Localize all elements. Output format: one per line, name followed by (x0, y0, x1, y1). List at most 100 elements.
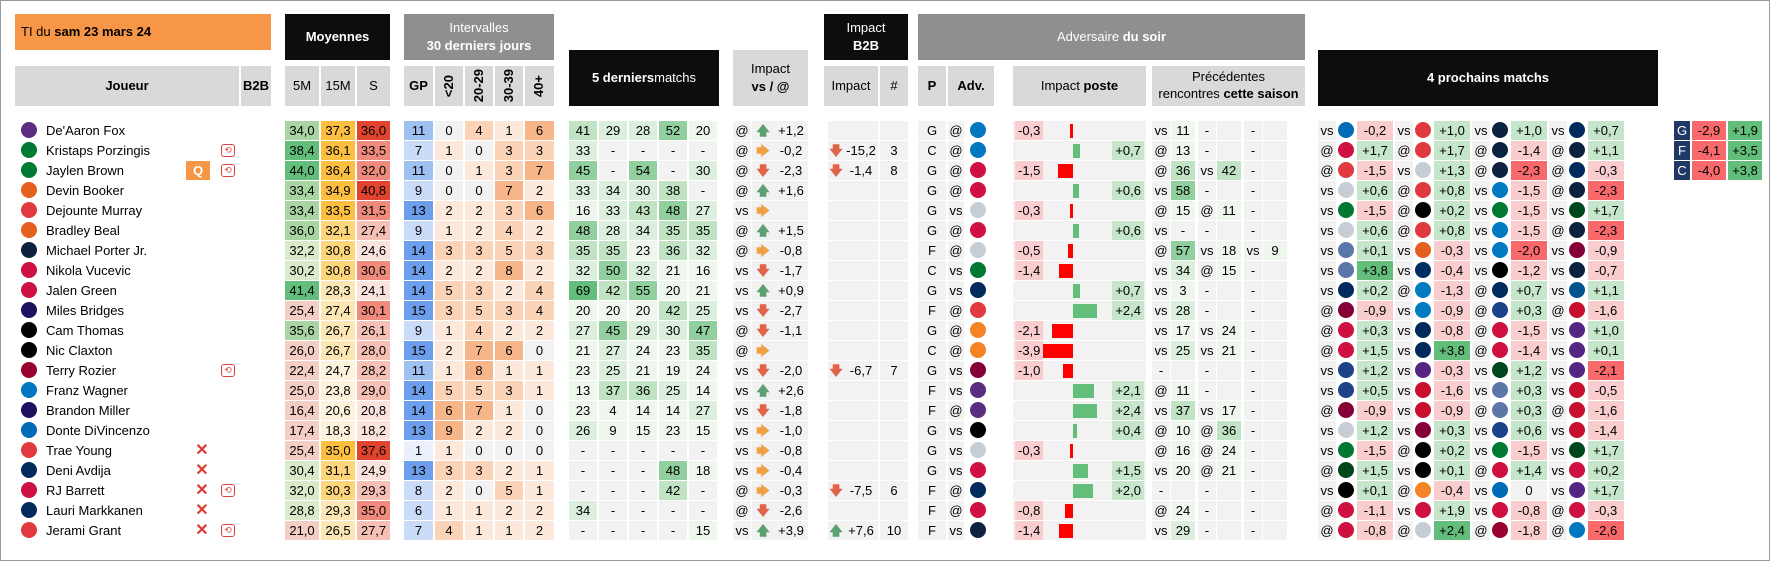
int-lt20: 2 (435, 201, 463, 220)
next-opponent-logo-icon (1492, 502, 1508, 518)
table-row[interactable]: Kristaps Porzingis ⟲ 38,4 36,1 33,5 7 1 0 3 3 33- -… (15, 141, 1770, 160)
table-row[interactable]: Michael Porter Jr. 32,2 30,8 24,6 14 3 3 5 3 35 35… (15, 241, 1770, 260)
next-opponent-logo-icon (1569, 242, 1585, 258)
next-impact-value: -1,4 (1511, 141, 1547, 160)
prec-home-away: - (1244, 521, 1262, 540)
next-opponent-logo-icon (1569, 502, 1585, 518)
next-home-away: vs (1318, 261, 1336, 280)
out-icon: ✕ (195, 462, 209, 479)
table-row[interactable]: Devin Booker 33,4 34,9 40,8 9 0 0 7 2 33 34 30 38- @ 🡅… (15, 181, 1770, 200)
opp-home-away: vs (948, 461, 964, 480)
last5-value: 34 (599, 181, 627, 200)
last5-value: 42 (659, 481, 687, 500)
int-2029: 4 (465, 121, 493, 140)
next-home-away: vs (1472, 261, 1490, 280)
team-logo-icon (21, 122, 37, 138)
table-row[interactable]: Lauri Markkanen ✕ 28,8 29,3 35,0 6 1 1 2 2 34- - - - @… (15, 501, 1770, 520)
int-3039: 3 (495, 301, 523, 320)
opponent-logo-icon (970, 322, 986, 338)
opponent-logo-icon (970, 302, 986, 318)
table-row[interactable]: Dejounte Murray 33,4 33,5 31,5 13 2 2 3 6 16 33 43 4… (15, 201, 1770, 220)
int-2029: 0 (465, 181, 493, 200)
prec-value (1263, 341, 1287, 360)
table-row[interactable]: Brandon Miller 16,4 20,6 20,8 14 6 7 1 0 23 4 14 14 2… (15, 401, 1770, 420)
b2b-count (880, 301, 908, 320)
next-home-away: @ (1318, 521, 1336, 540)
table-row[interactable]: Jaylen Brown Q ⟲ 44,0 36,4 32,0 11 0 1 3 7 45-54-30… (15, 161, 1770, 180)
last5-value: 33 (569, 141, 597, 160)
prec-home-away: vs (1198, 341, 1216, 360)
lt20-header: <20 (435, 66, 463, 106)
prec-home-away: vs (1152, 301, 1170, 320)
position: G (918, 181, 946, 200)
table-row[interactable]: Jerami Grant ✕ ⟲ 21,0 26,5 27,7 7 4 1 1 2- - - -15 vs 🡅… (15, 521, 1770, 540)
prec-value: 42 (1217, 161, 1241, 180)
avg-season: 37,6 (357, 441, 390, 460)
last5-value: 54 (629, 161, 657, 180)
avg-5m: 16,4 (285, 401, 319, 420)
impact-poste-value: -1,4 (1015, 261, 1044, 280)
impact-poste-bar (1073, 224, 1079, 238)
next-impact-value: +0,2 (1434, 201, 1470, 220)
next-impact-value: +0,7 (1511, 281, 1547, 300)
next-home-away: vs (1549, 121, 1567, 140)
table-row[interactable]: Deni Avdija ✕ 30,4 31,1 24,9 13 3 3 2 1- - -48 18 vs 🡆… (15, 461, 1770, 480)
table-row[interactable]: RJ Barrett ✕ ⟲ 32,0 30,3 29,3 8 2 0 5 1- - -42- @ 🡆 -0,… (15, 481, 1770, 500)
table-row[interactable]: Nic Claxton 26,0 26,7 28,0 15 2 7 6 0 21 27 24 23 35 @… (15, 341, 1770, 360)
table-row[interactable]: Miles Bridges 25,4 27,4 30,1 15 3 5 3 4 20 20 20 42 2… (15, 301, 1770, 320)
next-impact-value: +0,7 (1588, 121, 1624, 140)
last5-value: 30 (689, 161, 717, 180)
prec-home-away: vs (1152, 221, 1170, 240)
opp-home-away: vs (948, 361, 964, 380)
table-row[interactable]: Terry Rozier ⟲ 22,4 24,7 28,2 11 1 8 1 1 23 25 21 19 2… (15, 361, 1770, 380)
prec-subtitle: rencontres (1158, 86, 1224, 101)
player-name: De'Aaron Fox (46, 123, 126, 138)
int-40plus: 3 (525, 241, 554, 260)
lt20-label: <20 (440, 74, 456, 98)
next-impact-value: -0,4 (1434, 261, 1470, 280)
gp-value: 9 (404, 221, 433, 240)
next-opponent-logo-icon (1569, 322, 1585, 338)
impact-poste-cell: +2,1 (1013, 381, 1146, 400)
opp-home-away: @ (948, 161, 964, 180)
table-row[interactable]: Cam Thomas 35,6 26,7 26,1 9 1 4 2 2 27 45 29 30 47 @ 🡇 -… (15, 321, 1770, 340)
table-row[interactable]: Trae Young ✕ 25,4 35,0 37,6 1 1 0 0 0- - - - - vs 🡆 -0,8… (15, 441, 1770, 460)
prec-value: 36 (1171, 161, 1195, 180)
gp-value: 11 (404, 161, 433, 180)
empty-cell (828, 201, 844, 220)
next-impact-value: +0,8 (1434, 221, 1470, 240)
table-row[interactable]: De'Aaron Fox 34,0 37,3 36,0 11 0 4 1 6 41 29 28 52 20… (15, 121, 1770, 140)
table-row[interactable]: Bradley Beal 36,0 32,1 27,4 9 1 2 4 2 48 28 34 35 35 @… (15, 221, 1770, 240)
prec-home-away: vs (1152, 461, 1170, 480)
impact-poste-cell: -2,1 (1013, 321, 1146, 340)
opp-home-away: vs (948, 521, 964, 540)
last5-value: 35 (599, 241, 627, 260)
next-home-away: vs (1549, 281, 1567, 300)
int-lt20: 4 (435, 521, 463, 540)
gp-header: GP (404, 66, 433, 106)
next-impact-value: +1,7 (1588, 481, 1624, 500)
prec-home-away: - (1244, 381, 1262, 400)
impact-poste-cell: +0,6 (1013, 221, 1146, 240)
table-row[interactable]: Jalen Green 41,4 28,3 24,1 14 5 3 2 4 69 42 55 20 21 v… (15, 281, 1770, 300)
impact-poste-value: -0,3 (1015, 201, 1044, 220)
table-row[interactable]: Donte DiVincenzo 17,4 18,3 18,2 13 9 2 2 0 26 9 15 2… (15, 421, 1770, 440)
table-row[interactable]: Nikola Vucevic 30,2 30,8 30,6 14 2 2 8 2 32 50 32 21… (15, 261, 1770, 280)
team-logo-icon (21, 382, 37, 398)
opponent-logo-icon (970, 182, 986, 198)
next-home-away: @ (1549, 161, 1567, 180)
opp-home-away: @ (948, 321, 964, 340)
table-row[interactable]: Franz Wagner 25,0 23,8 29,0 14 5 5 3 1 13 37 36 25 14… (15, 381, 1770, 400)
impact-poste-bar (1059, 524, 1073, 538)
next-opponent-logo-icon (1492, 322, 1508, 338)
prec-value (1217, 281, 1241, 300)
opponent-logo-icon (970, 282, 986, 298)
impact-vs-value: -1,0 (774, 421, 808, 440)
impact-poste-bar (1073, 184, 1079, 198)
next-home-away: vs (1549, 241, 1567, 260)
avg-15m: 24,7 (321, 361, 355, 380)
next-opponent-logo-icon (1338, 202, 1354, 218)
int-2029: 2 (465, 221, 493, 240)
prec-home-away: @ (1152, 241, 1170, 260)
avg-season: 30,1 (357, 301, 390, 320)
